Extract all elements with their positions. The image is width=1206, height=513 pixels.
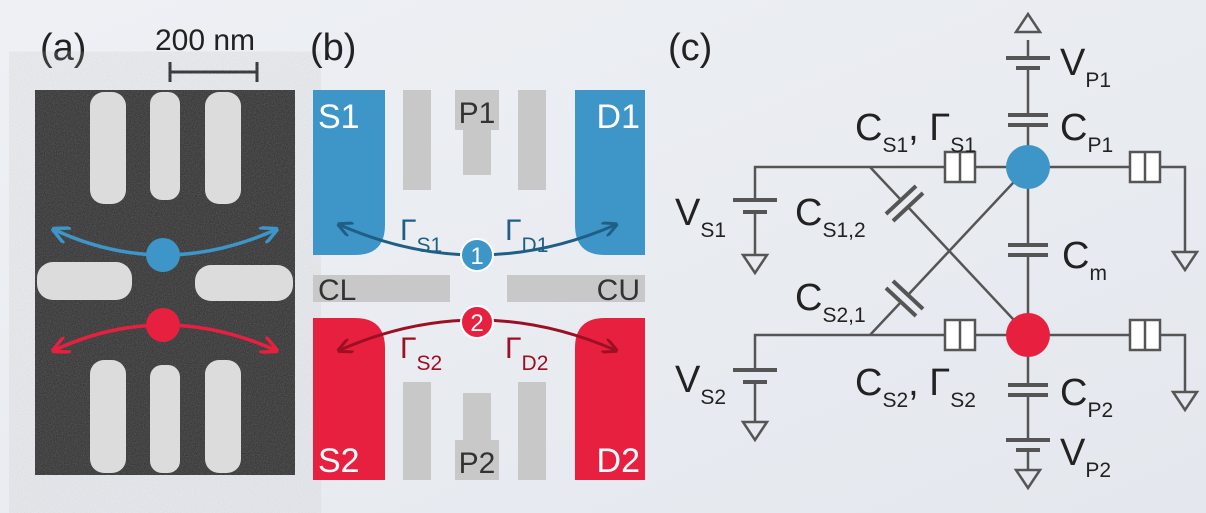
label-base: C xyxy=(855,107,882,149)
panel-b: (b) S1 D1 S2 D2 P1 P2 CL CU 1 2 ΓS1 ΓD1 … xyxy=(310,27,645,480)
dot-label: 2 xyxy=(470,310,483,337)
label-sub: S2 xyxy=(882,389,908,412)
label-sub: S1 xyxy=(950,134,976,157)
panel-label: (a) xyxy=(40,27,86,69)
gate-label: P2 xyxy=(459,447,496,480)
label-sub: P1 xyxy=(1085,69,1111,92)
gate-label: CL xyxy=(318,274,356,307)
label-base: C xyxy=(1062,235,1089,277)
label-base: C xyxy=(855,362,882,404)
label-base: V xyxy=(675,359,701,401)
label-sub: P2 xyxy=(1085,459,1111,482)
panel-label: (b) xyxy=(310,27,356,69)
gate-label: CU xyxy=(597,274,640,307)
scale-bar-label: 200 nm xyxy=(155,24,255,57)
label-sub: P2 xyxy=(1087,399,1113,422)
rate-sub: D2 xyxy=(522,352,549,375)
panel-a: (a) 200 nm xyxy=(35,24,295,475)
dot-1 xyxy=(146,238,180,272)
label-base: C xyxy=(795,192,822,234)
rate-base: Γ xyxy=(505,214,522,247)
label-base: C xyxy=(1060,107,1087,149)
label-base: V xyxy=(1060,42,1086,84)
label-base: C xyxy=(795,277,822,319)
rate-sub: S2 xyxy=(417,352,443,375)
dot-label: 1 xyxy=(470,243,483,270)
figure: (a) 200 nm (b) S1 D1 S2 xyxy=(0,0,1206,513)
contact-label: S2 xyxy=(318,442,360,480)
label-base: , Γ xyxy=(908,107,950,149)
rate-sub: S1 xyxy=(417,234,443,257)
label-base: V xyxy=(675,192,701,234)
rate-base: Γ xyxy=(400,214,417,247)
rate-base: Γ xyxy=(505,332,522,365)
label-sub: m xyxy=(1089,262,1107,285)
label-sub: P1 xyxy=(1087,134,1113,157)
label-sub: S2 xyxy=(700,386,726,409)
label-sub: S1,2 xyxy=(822,219,865,242)
contact-label: D1 xyxy=(597,98,640,136)
dot-1 xyxy=(1006,145,1050,189)
label-sub: S2,1 xyxy=(822,304,865,327)
label-sub: S1 xyxy=(882,134,908,157)
label-base: V xyxy=(1060,432,1086,474)
label-base: , Γ xyxy=(908,362,950,404)
rate-base: Γ xyxy=(400,332,417,365)
panel-label: (c) xyxy=(668,27,712,69)
dot-2 xyxy=(146,308,180,342)
label-sub: S1 xyxy=(700,219,726,242)
contact-label: D2 xyxy=(597,442,640,480)
dot-2 xyxy=(1006,313,1050,357)
gate-label: P1 xyxy=(459,97,496,130)
label-base: C xyxy=(1060,372,1087,414)
rate-sub: D1 xyxy=(522,234,549,257)
contact-label: S1 xyxy=(318,98,360,136)
label-sub: S2 xyxy=(950,389,976,412)
